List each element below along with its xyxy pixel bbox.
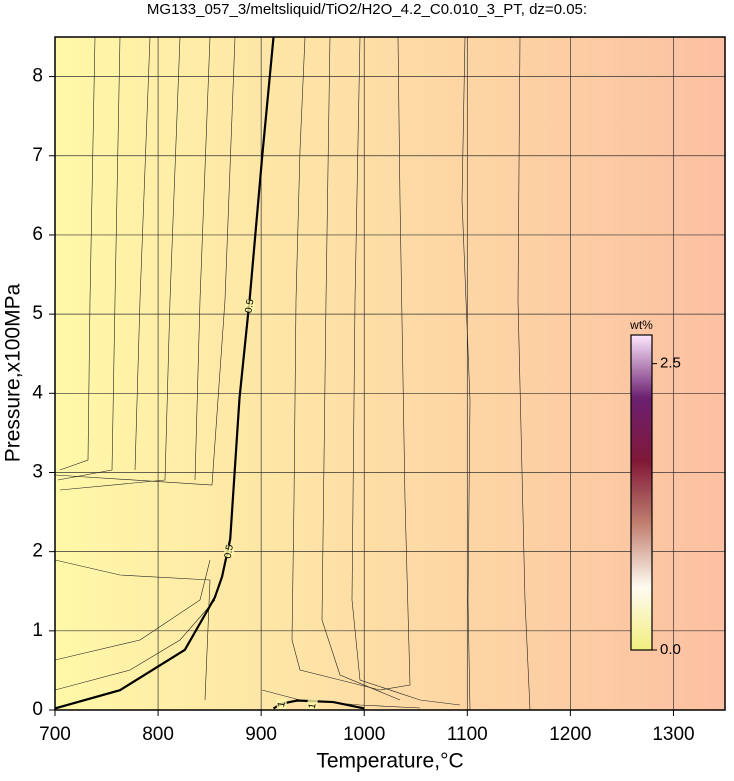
axes: 700 800 900 1000 1100 1200 1300 0 1 2 3 4 5 6 7 8 bbox=[32, 66, 694, 745]
y-tick-label: 2 bbox=[32, 541, 43, 562]
y-tick-label: 4 bbox=[32, 382, 43, 403]
contour-label: 0.5 bbox=[243, 298, 256, 314]
x-tick-label: 700 bbox=[39, 724, 71, 745]
y-tick-label: 5 bbox=[32, 303, 43, 324]
colorbar-tick-label: 2.5 bbox=[660, 355, 681, 372]
x-tick-label: 800 bbox=[142, 724, 174, 745]
chart-title: MG133_057_3/meltsliquid/TiO2/H2O_4.2_C0.… bbox=[147, 1, 587, 18]
x-tick-label: 1100 bbox=[447, 724, 488, 745]
contour-label: 0.5 bbox=[223, 543, 236, 559]
y-axis-label: Pressure,x100MPa bbox=[2, 283, 25, 462]
x-tick-label: 900 bbox=[245, 724, 277, 745]
y-tick-label: 1 bbox=[32, 620, 43, 641]
colorbar-label: wt% bbox=[629, 318, 653, 332]
contour-line bbox=[55, 37, 275, 710]
contour-label: 1 bbox=[307, 702, 319, 710]
contour-label-bg bbox=[224, 545, 235, 558]
colorbar: wt% 0.0 2.5 bbox=[629, 318, 681, 658]
x-tick-label: 1000 bbox=[343, 724, 385, 745]
y-tick-label: 6 bbox=[32, 224, 43, 245]
plot-frame bbox=[54, 36, 726, 711]
contour-label-bg bbox=[276, 698, 287, 710]
colorbar-tick-label: 0.0 bbox=[660, 641, 681, 658]
y-tick-label: 7 bbox=[32, 145, 43, 166]
x-tick-label: 1300 bbox=[652, 724, 694, 745]
y-tick-label: 0 bbox=[32, 699, 43, 720]
contour-label-bg bbox=[307, 700, 318, 710]
minor-contours bbox=[55, 37, 531, 710]
contours: 0.5 0.5 1 1 bbox=[55, 37, 365, 710]
contour-label-bg bbox=[244, 300, 255, 313]
x-tick-label: 1200 bbox=[549, 724, 591, 745]
y-tick-label: 8 bbox=[32, 66, 43, 87]
plot-area bbox=[55, 37, 725, 710]
contour-label: 1 bbox=[276, 700, 288, 708]
grid bbox=[54, 37, 725, 711]
colorbar-scale bbox=[630, 334, 653, 651]
x-axis-label: Temperature,°C bbox=[316, 750, 463, 773]
y-tick-label: 3 bbox=[32, 461, 43, 482]
